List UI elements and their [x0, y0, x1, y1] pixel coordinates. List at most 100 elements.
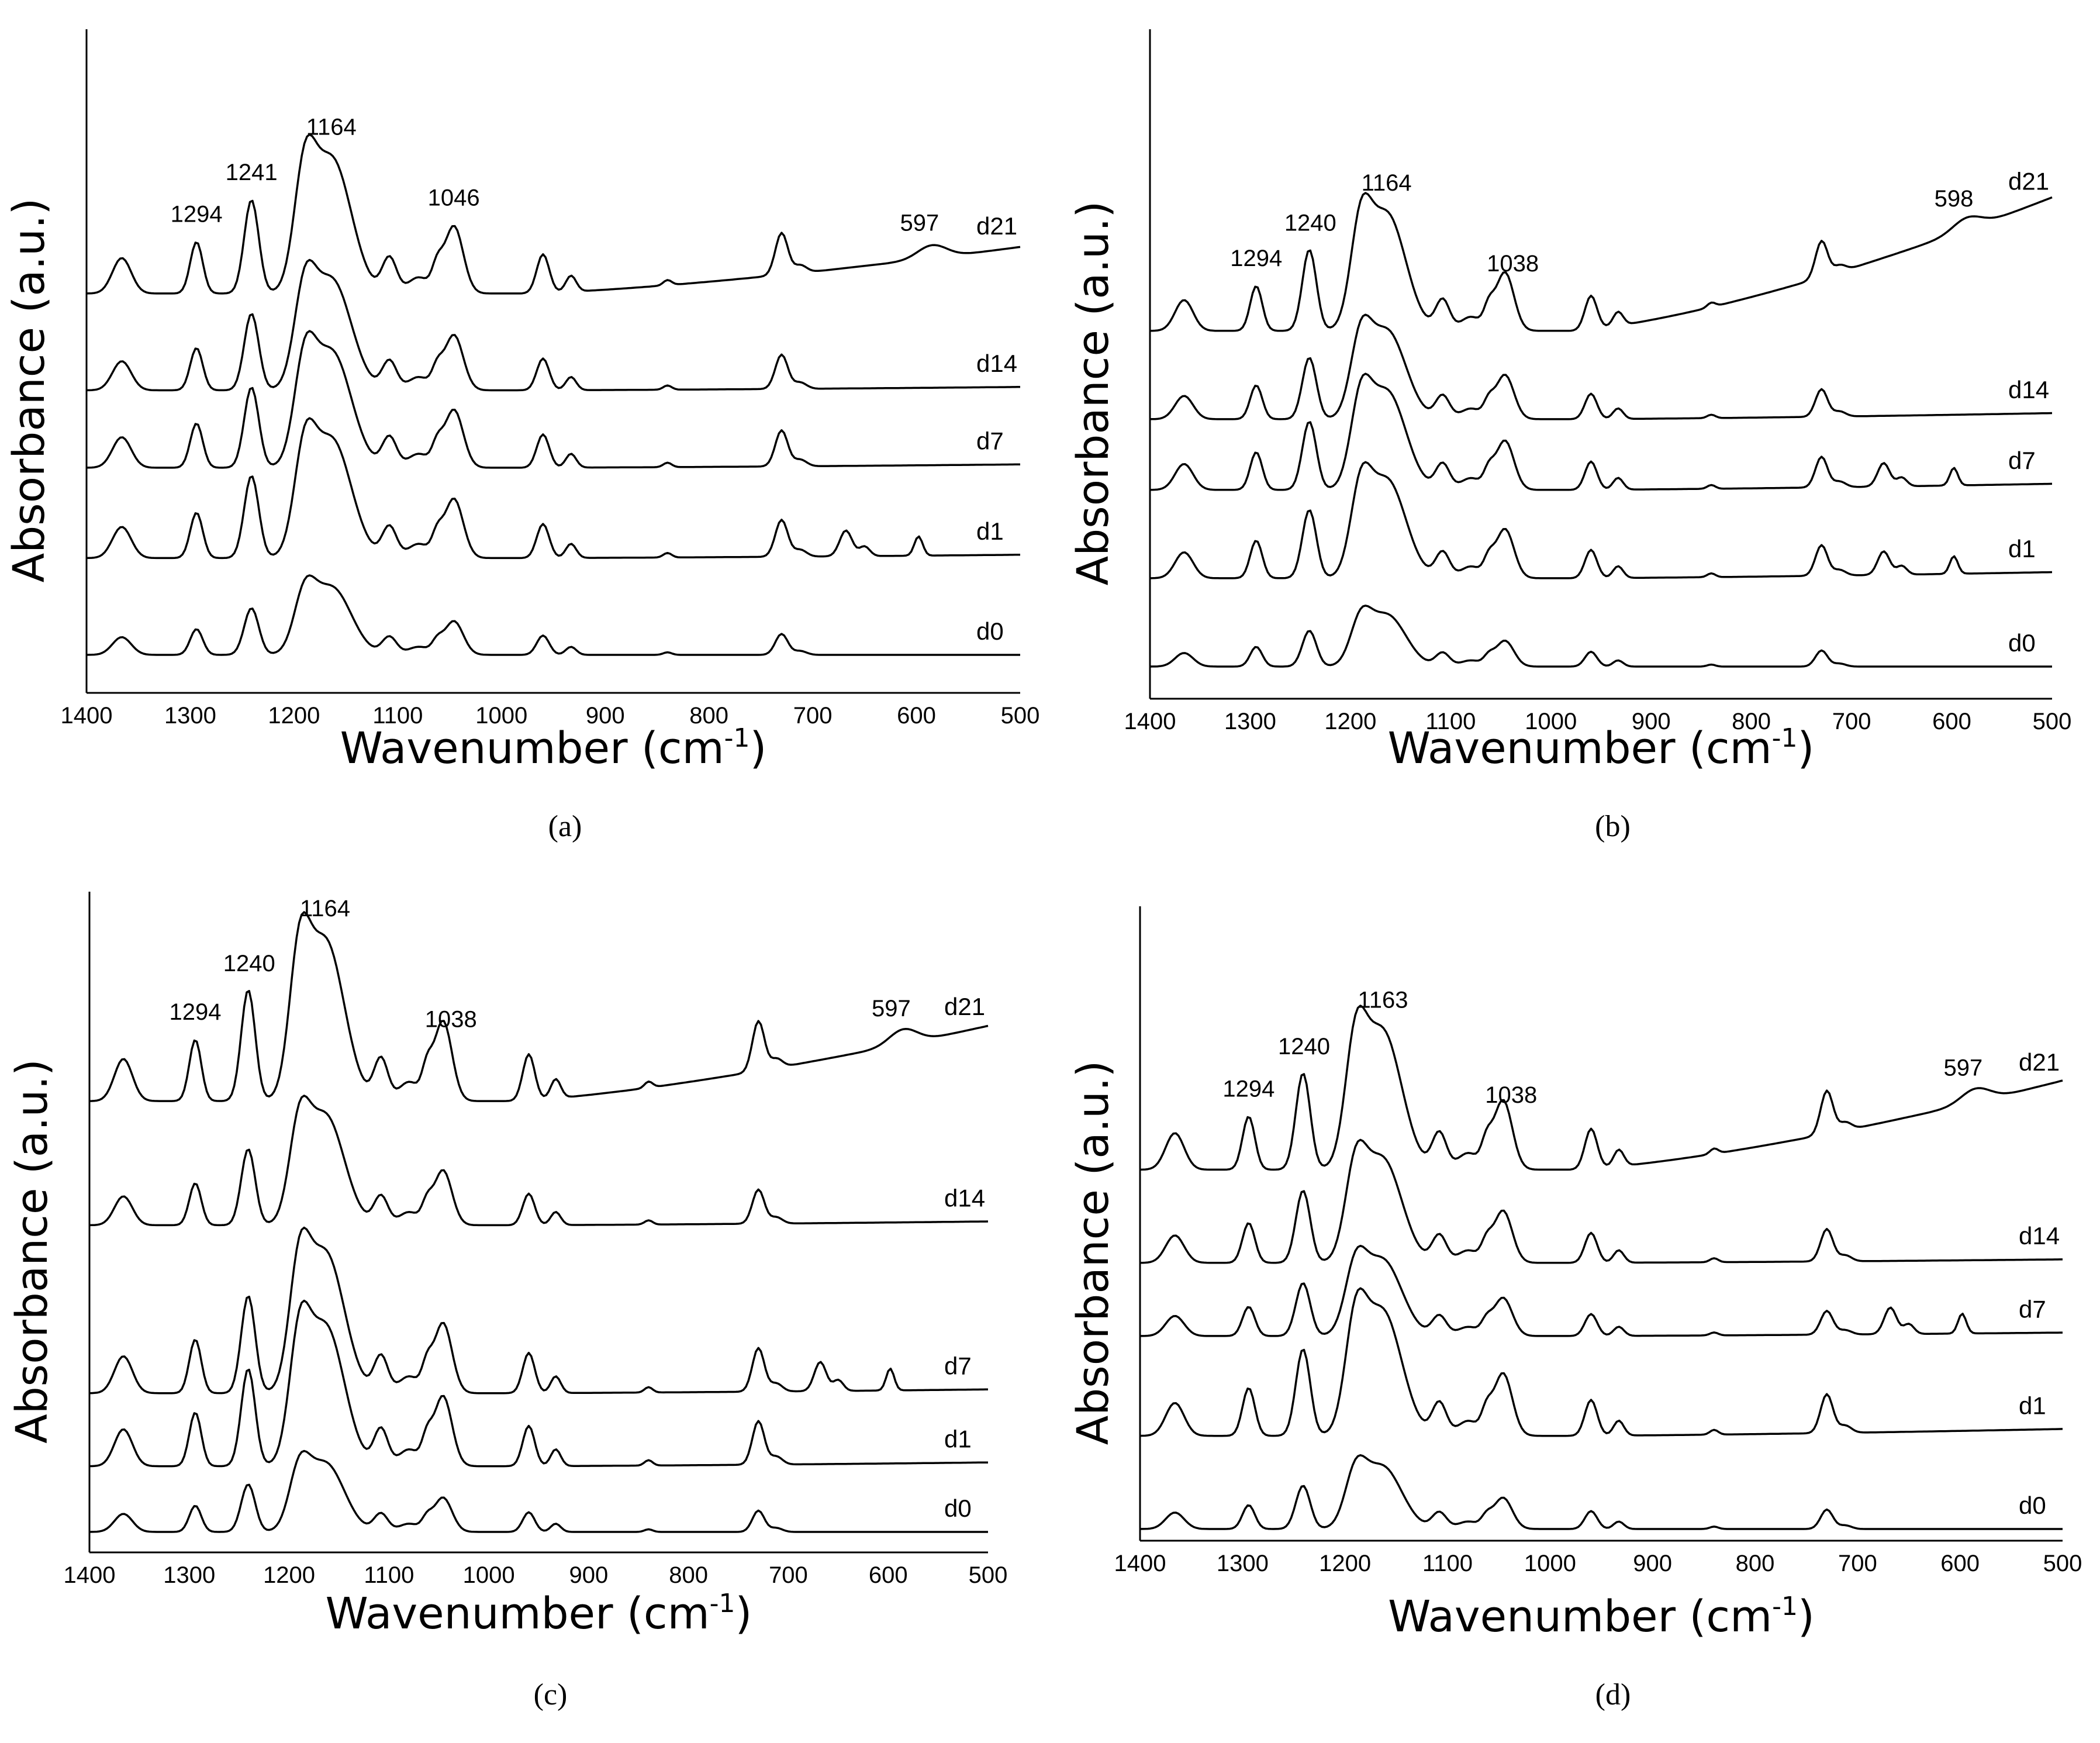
series-line-d1	[1139, 1287, 2063, 1437]
peak-label-1294: 1294	[1222, 1076, 1274, 1102]
series-label-d21: d21	[2008, 168, 2049, 195]
series-label-d0: d0	[2019, 1492, 2046, 1519]
series-line-d0	[89, 1449, 988, 1533]
x-tick-label: 1300	[1224, 709, 1276, 734]
series-line-d14	[87, 258, 1020, 392]
y-axis-title: Absorbance (a.u.)	[1068, 201, 1118, 586]
x-axis-title: Wavenumber (cm-1)	[326, 1589, 752, 1639]
series-line-d14	[1149, 313, 2053, 420]
x-tick-label: 600	[1940, 1551, 1980, 1576]
x-tick-label: 1400	[64, 1562, 116, 1588]
x-tick-label: 1300	[164, 703, 216, 729]
series-label-d21: d21	[944, 993, 985, 1020]
x-tick-label: 500	[969, 1562, 1008, 1588]
x-tick-label: 1100	[364, 1562, 414, 1588]
series-line-d14	[89, 1095, 989, 1227]
panel-d: 1400 1300 1200 1100 1000 900 800 700 600 500 Waven…	[1068, 906, 2082, 1711]
series-label-d1: d1	[2019, 1392, 2046, 1420]
x-axis-title: Wavenumber (cm-1)	[1388, 723, 1815, 774]
panel-c: 1400 1300 1200 1100 1000 900 800 700 600 500 Waven…	[7, 892, 1007, 1711]
y-axis-title: Absorbance (a.u.)	[7, 1059, 57, 1444]
peak-label-1240: 1240	[223, 951, 275, 976]
x-tick-label: 800	[1736, 1551, 1775, 1576]
series-line-d0	[1149, 605, 2052, 668]
series-line-d7	[89, 1226, 988, 1395]
x-tick-label: 1100	[372, 703, 423, 729]
series-label-d14: d14	[2008, 376, 2049, 403]
series-label-d0: d0	[2008, 629, 2036, 657]
x-tick-label: 700	[1832, 709, 1871, 734]
x-axis-title: Wavenumber (cm-1)	[1388, 1592, 1815, 1642]
x-tick-label: 700	[769, 1562, 808, 1588]
series-label-d14: d14	[976, 350, 1017, 377]
peak-label-1038: 1038	[1487, 251, 1539, 277]
series-line-d0	[1139, 1454, 2063, 1530]
x-tick-label: 1000	[1525, 709, 1577, 734]
x-tick-label: 1200	[1324, 709, 1376, 734]
series-label-d7: d7	[2019, 1295, 2046, 1323]
panel-caption: (c)	[534, 1678, 568, 1711]
peak-label-1240: 1240	[1284, 210, 1336, 236]
series-label-d7: d7	[976, 427, 1004, 455]
x-tick-label: 500	[2043, 1551, 2082, 1576]
peak-label-1294: 1294	[171, 202, 223, 227]
x-tick-label: 1400	[61, 703, 113, 729]
x-tick-label: 1400	[1114, 1551, 1166, 1576]
series-label-d21: d21	[976, 212, 1017, 240]
series-line-d21	[1139, 1005, 2063, 1171]
panel-caption: (a)	[548, 810, 582, 843]
series-line-d21	[86, 133, 1021, 295]
series-line-d14	[1140, 1138, 2063, 1264]
series-label-d14: d14	[944, 1184, 985, 1212]
series-label-d1: d1	[976, 517, 1004, 545]
peak-label-1046: 1046	[428, 185, 480, 211]
x-tick-label: 600	[1932, 709, 1971, 734]
series-label-d1: d1	[944, 1426, 972, 1453]
x-tick-label: 700	[1838, 1551, 1877, 1576]
x-tick-label: 1200	[263, 1562, 315, 1588]
peak-label-597: 597	[1944, 1055, 1983, 1081]
x-tick-label: 800	[689, 703, 728, 729]
series-label-d0: d0	[976, 617, 1004, 645]
peak-label-1164: 1164	[1362, 170, 1412, 196]
x-tick-label: 600	[869, 1562, 908, 1588]
series-label-d1: d1	[2008, 535, 2036, 562]
x-tick-label: 1200	[1319, 1551, 1371, 1576]
x-tick-label: 700	[793, 703, 833, 729]
series-line-d7	[1149, 372, 2053, 491]
x-axis-title: Wavenumber (cm-1)	[340, 723, 767, 774]
peak-label-597: 597	[872, 996, 911, 1021]
peak-label-1241: 1241	[226, 160, 278, 185]
x-tick-label: 500	[1001, 703, 1040, 729]
peak-label-1164: 1164	[306, 115, 357, 140]
y-axis-title: Absorbance (a.u.)	[4, 198, 54, 583]
series-label-d0: d0	[944, 1495, 972, 1522]
panel-a: 1400 1300 1200 1100 1000 900 800 700 600 500 Waven…	[4, 29, 1039, 843]
series-line-d7	[86, 330, 1021, 469]
series-label-d7: d7	[2008, 447, 2036, 474]
x-tick-label: 1000	[1524, 1551, 1576, 1576]
series-line-d21	[1149, 192, 2053, 332]
x-tick-label: 500	[2033, 709, 2072, 734]
peak-label-1164: 1164	[300, 896, 350, 921]
x-tick-label: 800	[1732, 709, 1771, 734]
peak-label-1038: 1038	[1485, 1082, 1537, 1108]
peak-label-598: 598	[1935, 186, 1974, 212]
series-line-d1	[89, 1299, 988, 1468]
series-label-d21: d21	[2019, 1048, 2060, 1076]
x-tick-label: 600	[897, 703, 936, 729]
x-tick-label: 1300	[163, 1562, 215, 1588]
peak-label-1038: 1038	[425, 1006, 477, 1032]
x-tick-label: 1100	[1425, 709, 1476, 734]
series-line-d7	[1140, 1244, 2063, 1337]
x-tick-label: 1300	[1217, 1551, 1269, 1576]
x-tick-label: 900	[1633, 1551, 1672, 1576]
x-tick-label: 800	[669, 1562, 708, 1588]
peak-label-597: 597	[900, 210, 940, 236]
x-tick-label: 1000	[475, 703, 527, 729]
peak-label-1294: 1294	[1230, 246, 1282, 271]
peak-label-1163: 1163	[1358, 987, 1408, 1013]
x-tick-label: 1100	[1422, 1551, 1473, 1576]
